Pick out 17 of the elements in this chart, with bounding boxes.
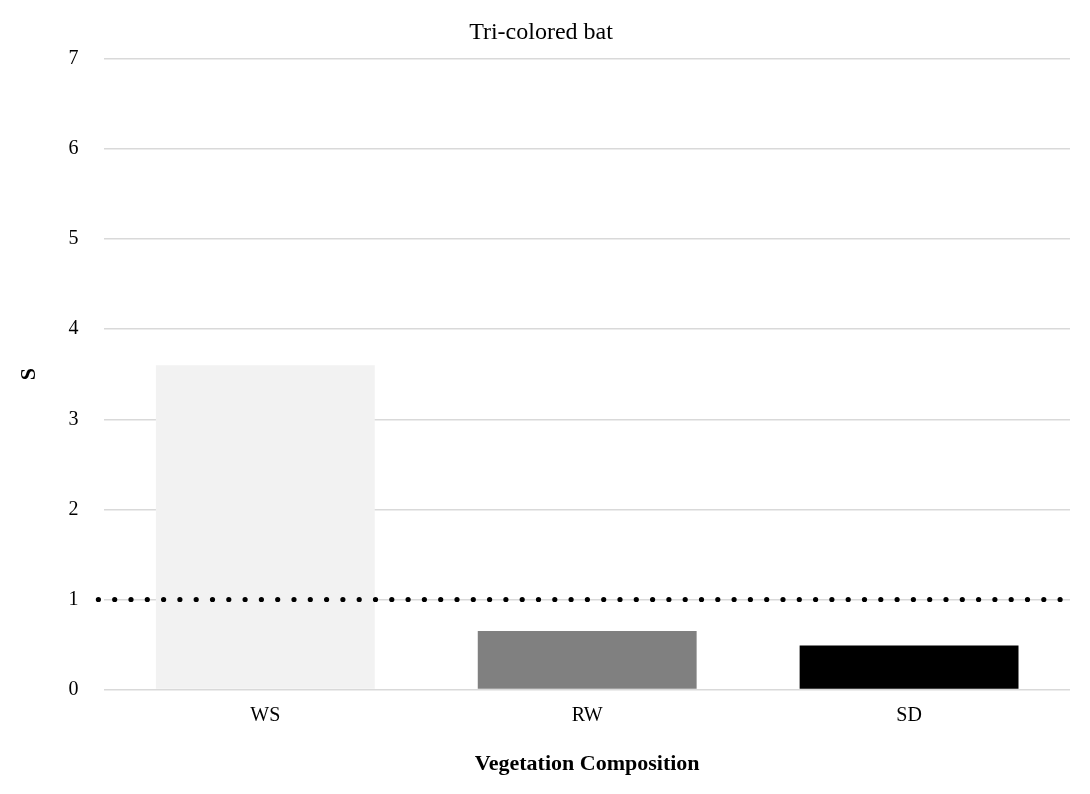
x-axis-title: Vegetation Composition [474, 750, 700, 776]
bar [799, 645, 1019, 689]
y-tick-label: 7 [68, 46, 79, 69]
y-tick-label: 5 [68, 226, 79, 249]
x-tick-label: RW [571, 702, 603, 725]
x-tick-label: WS [250, 702, 281, 725]
y-tick-label: 3 [68, 406, 79, 429]
y-tick-label: 6 [68, 136, 79, 159]
bar [477, 631, 697, 689]
y-tick-label: 2 [68, 496, 79, 519]
x-tick-label: SD [896, 702, 922, 725]
y-tick-label: 1 [68, 586, 79, 609]
y-axis-title: S [14, 368, 40, 381]
y-tick-label: 0 [68, 676, 79, 699]
y-tick-label: 4 [68, 316, 79, 339]
chart-title: Tri-colored bat [469, 17, 614, 44]
bar [155, 365, 375, 689]
